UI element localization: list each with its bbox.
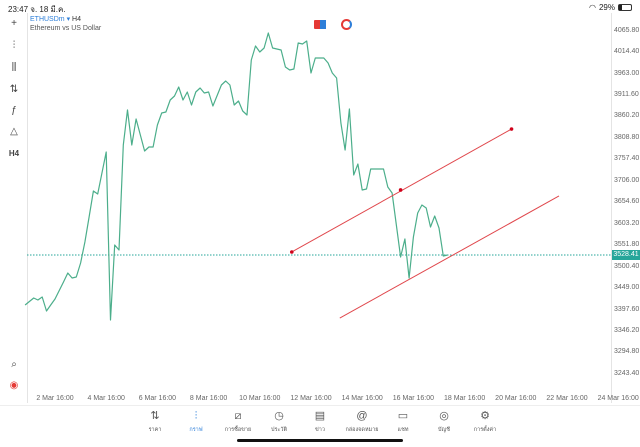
y-tick-label: 3397.60 (614, 305, 640, 313)
x-tick-label: 24 Mar 16:00 (597, 395, 639, 402)
bottom-nav: ⇅ ราคา ⫶ กราฟ ⧄ การซื้อขาย ◷ ประวัติ ▤ ข่าว @ กล่อง… (0, 405, 640, 435)
symbol-description: Ethereum vs US Dollar (30, 25, 102, 32)
nav-item[interactable]: ⚙ การตั้งค่า (460, 409, 510, 434)
nav-item[interactable]: ▤ ข่าว (295, 409, 345, 434)
symbol-timeframe: H4 (72, 16, 81, 23)
nav-item-label: ประวัติ (270, 427, 288, 433)
x-tick-label: 18 Mar 16:00 (443, 395, 486, 402)
nav-item-label: การตั้งค่า (473, 427, 497, 433)
nav-item-label: กล่องจดหมาย (345, 427, 379, 433)
indicators-icon[interactable]: ⫼ (11, 62, 17, 73)
y-tick-label: 3808.80 (614, 133, 640, 141)
mailbox-at-icon: @ (356, 410, 368, 422)
nav-item[interactable]: ◎ บัญชี (419, 409, 469, 434)
chat-icon: ▭ (397, 410, 409, 422)
market-clock-icon[interactable] (341, 19, 352, 30)
y-tick-label: 4065.80 (614, 26, 640, 34)
price-line (24, 32, 448, 321)
nav-item[interactable]: ◷ ประวัติ (254, 409, 304, 434)
broker-logo-icon[interactable]: ◉ (9, 380, 19, 391)
chart-area[interactable] (27, 13, 612, 403)
nav-item[interactable]: @ กล่องจดหมาย (337, 409, 387, 434)
x-tick-label: 14 Mar 16:00 (341, 395, 383, 402)
nav-item-label: แชท (397, 427, 409, 433)
trend-line-anchor (398, 188, 403, 192)
x-tick-label: 20 Mar 16:00 (495, 395, 537, 402)
status-time: 23:47 จ. 18 มี.ค. (8, 5, 66, 14)
timeframe-label[interactable]: H4 (8, 149, 20, 158)
nav-item-label: ราคา (148, 427, 162, 433)
battery-icon (618, 4, 632, 11)
x-tick-label: 10 Mar 16:00 (239, 395, 281, 402)
y-tick-label: 3551.80 (614, 241, 640, 249)
shapes-icon[interactable]: △ (10, 126, 18, 137)
nav-item-label: กราฟ (189, 427, 203, 433)
account-icon: ◎ (439, 410, 449, 422)
candles-icon[interactable]: ⫶ (12, 40, 16, 51)
nav-item[interactable]: ▭ แชท (378, 409, 428, 434)
y-tick-label: 3294.80 (614, 348, 640, 356)
wifi-icon: ◠ (589, 3, 596, 12)
y-tick-label: 3654.60 (614, 198, 640, 206)
y-tick-label: 3860.20 (614, 112, 640, 120)
status-bar: 23:47 จ. 18 มี.ค. ◠ 29% (0, 0, 640, 14)
y-tick-label: 3346.20 (614, 326, 640, 334)
y-tick-label: 3603.20 (614, 219, 640, 227)
battery-status: ◠ 29% (589, 3, 632, 12)
news-icon: ▤ (314, 410, 326, 422)
y-tick-label: 4014.40 (614, 48, 640, 56)
trend-line-2 (339, 195, 560, 319)
chart-candles-icon: ⫶ (194, 410, 198, 422)
nav-item-label: การซื้อขาย (224, 427, 252, 433)
x-tick-label: 2 Mar 16:00 (36, 395, 74, 402)
y-tick-label: 3243.40 (614, 369, 640, 377)
y-tick-label: 3757.40 (614, 155, 640, 163)
nav-item-label: บัญชี (438, 427, 450, 433)
y-tick-label: 3500.40 (614, 262, 640, 270)
settings-gear-icon: ⚙ (480, 410, 490, 422)
crosshair-icon[interactable]: + (11, 18, 17, 29)
nav-item[interactable]: ⫶ กราฟ (171, 409, 221, 434)
trend-line-anchor (509, 127, 514, 131)
y-tick-label: 3706.00 (614, 176, 640, 184)
current-price-label: 3528.41 (612, 250, 640, 260)
sliders-icon[interactable]: ⇅ (9, 84, 19, 95)
y-tick-label: 3911.60 (614, 91, 639, 99)
x-tick-label: 6 Mar 16:00 (138, 395, 177, 402)
trade-chart-icon: ⧄ (234, 410, 242, 422)
history-clock-icon: ◷ (274, 410, 284, 422)
y-tick-label: 3449.00 (614, 284, 640, 292)
function-icon[interactable]: ƒ (11, 105, 17, 116)
x-tick-label: 4 Mar 16:00 (87, 395, 125, 402)
x-tick-label: 22 Mar 16:00 (546, 395, 588, 402)
symbol-header[interactable]: ETHUSDm ▾ H4 Ethereum vs US Dollar (30, 16, 102, 32)
x-tick-label: 16 Mar 16:00 (392, 395, 435, 402)
y-tick-label: 3963.00 (614, 69, 640, 77)
x-tick-label: 8 Mar 16:00 (189, 395, 228, 402)
symbol-name[interactable]: ETHUSDm (30, 16, 65, 23)
x-tick-label: 12 Mar 16:00 (290, 395, 332, 402)
home-indicator[interactable] (237, 439, 403, 442)
nav-item[interactable]: ⧄ การซื้อขาย (213, 409, 263, 434)
nav-item-label: ข่าว (315, 427, 325, 433)
one-click-trading-icon[interactable] (314, 20, 326, 29)
price-arrows-icon: ⇅ (150, 410, 160, 422)
trend-line-anchor (290, 250, 294, 254)
nav-item[interactable]: ⇅ ราคา (130, 409, 180, 434)
magnifier-icon[interactable]: ⌕ (11, 359, 17, 370)
